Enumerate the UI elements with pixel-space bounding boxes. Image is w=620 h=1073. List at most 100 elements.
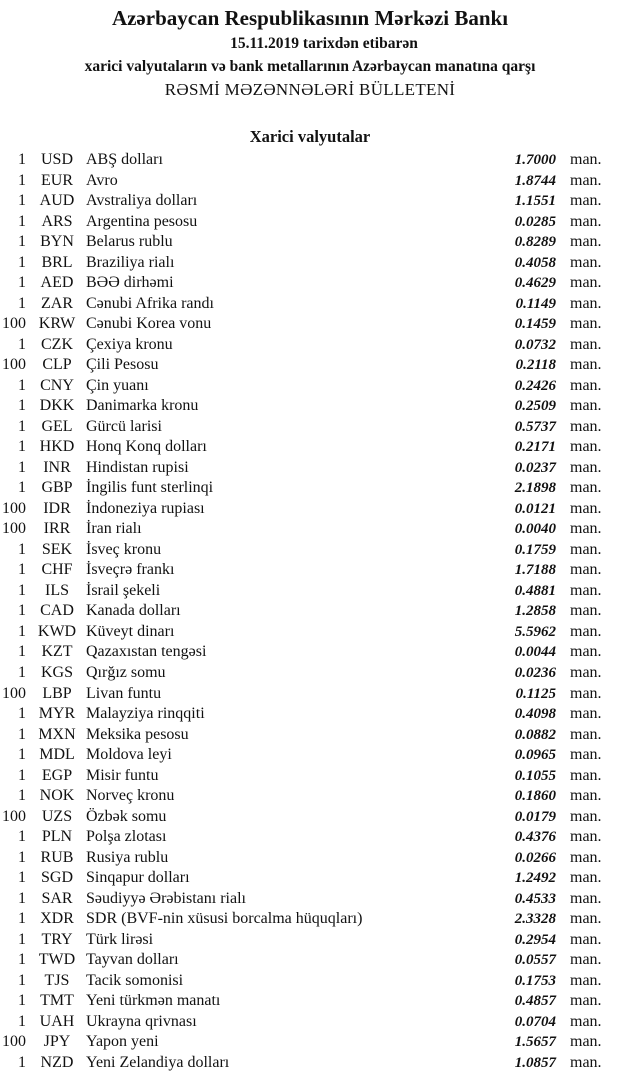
rate-row: 1 SAR Səudiyyə Ərəbistanı rialı 0.4533 man. xyxy=(0,889,620,909)
currency-name: Özbək somu xyxy=(86,807,167,825)
currency-amount: 1 xyxy=(18,602,26,620)
unit-label: man. xyxy=(570,869,602,887)
exchange-rate: 0.0965 xyxy=(514,747,556,764)
currency-name: Polşa zlotası xyxy=(86,828,167,846)
currency-code: NZD xyxy=(40,1053,74,1071)
currency-name: Səudiyyə Ərəbistanı rialı xyxy=(86,889,246,907)
currency-code: UAH xyxy=(39,1012,75,1030)
rate-row: 1 DKK Danimarka kronu 0.2509 man. xyxy=(0,396,620,416)
unit-label: man. xyxy=(570,930,602,948)
unit-label: man. xyxy=(570,828,602,846)
currency-amount: 1 xyxy=(18,664,26,681)
rate-row: 1 CAD Kanada dolları 1.2858 man. xyxy=(0,601,620,621)
currency-code: GEL xyxy=(41,417,73,435)
unit-label: man. xyxy=(570,622,602,640)
currency-code: IDR xyxy=(43,499,71,517)
unit-label: man. xyxy=(570,520,602,538)
section-title: Xarici valyutalar xyxy=(249,127,371,146)
currency-name: Türk lirəsi xyxy=(86,930,154,948)
rate-row: 1 MXN Meksika pesosu 0.0882 man. xyxy=(0,725,620,745)
currency-code: JPY xyxy=(43,1033,71,1051)
currency-amount: 1 xyxy=(18,171,26,189)
unit-label: man. xyxy=(570,274,602,292)
unit-label: man. xyxy=(570,294,602,312)
currency-name: Honq Konq dolları xyxy=(86,438,207,456)
currency-amount: 1 xyxy=(18,561,26,579)
unit-label: man. xyxy=(570,1033,602,1051)
unit-label: man. xyxy=(570,151,602,168)
currency-name: Malayziya rinqqiti xyxy=(86,705,205,723)
date-line: 15.11.2019 tarixdən etibarən xyxy=(230,35,418,52)
currency-code: NOK xyxy=(39,787,75,805)
exchange-rate: 0.1459 xyxy=(514,316,556,333)
rate-row: 100 JPY Yapon yeni 1.5657 man. xyxy=(0,1032,620,1052)
rate-row: 1 ZAR Cənubi Afrika randı 0.1149 man. xyxy=(0,294,620,314)
currency-name: ABŞ dolları xyxy=(86,151,163,168)
exchange-rate: 0.2509 xyxy=(514,398,556,415)
currency-code: XDR xyxy=(40,910,74,928)
currency-code: PLN xyxy=(41,828,73,846)
currency-amount: 1 xyxy=(18,787,26,805)
unit-label: man. xyxy=(570,212,602,230)
rate-row: 1 BYN Belarus rublu 0.8289 man. xyxy=(0,232,620,252)
rate-row: 1 KWD Küveyt dinarı 5.5962 man. xyxy=(0,622,620,642)
unit-label: man. xyxy=(570,540,602,558)
exchange-rate: 0.0704 xyxy=(514,1013,556,1030)
currency-code: EUR xyxy=(41,171,73,189)
currency-code: BYN xyxy=(40,233,74,251)
currency-code: BRL xyxy=(41,253,73,271)
currency-amount: 100 xyxy=(2,684,26,702)
currency-amount: 1 xyxy=(18,438,26,456)
currency-amount: 1 xyxy=(18,397,26,415)
currency-name: Danimarka kronu xyxy=(86,397,199,415)
rate-row: 1 MYR Malayziya rinqqiti 0.4098 man. xyxy=(0,704,620,724)
rate-row: 100 UZS Özbək somu 0.0179 man. xyxy=(0,807,620,827)
exchange-rate: 0.1125 xyxy=(515,685,556,702)
unit-label: man. xyxy=(570,951,602,969)
rate-row: 1 GBP İngilis funt sterlinqi 2.1898 man. xyxy=(0,478,620,498)
currency-code: CHF xyxy=(41,561,73,579)
currency-name: Moldova leyi xyxy=(86,746,172,764)
rate-row: 1 EUR Avro 1.8744 man. xyxy=(0,171,620,191)
currency-code: SAR xyxy=(41,889,73,907)
currency-amount: 1 xyxy=(18,889,26,907)
rate-row: 1 CHF İsveçrə frankı 1.7188 man. xyxy=(0,560,620,580)
currency-name: Çexiya kronu xyxy=(86,335,173,353)
exchange-rate: 0.4629 xyxy=(514,275,556,292)
currency-amount: 1 xyxy=(18,151,26,168)
rate-row: 1 NZD Yeni Zelandiya dolları 1.0857 man. xyxy=(0,1053,620,1073)
exchange-rate: 0.2426 xyxy=(514,377,556,394)
exchange-rate: 0.4533 xyxy=(514,890,556,907)
currency-amount: 1 xyxy=(18,992,26,1010)
rate-row: 1 XDR SDR (BVF-nin xüsusi borcalma hüquqla… xyxy=(0,909,620,929)
unit-label: man. xyxy=(570,581,602,599)
currency-amount: 1 xyxy=(18,622,26,640)
exchange-rate: 0.4098 xyxy=(514,706,556,723)
unit-label: man. xyxy=(570,664,602,681)
exchange-rate: 0.0237 xyxy=(514,459,556,476)
currency-amount: 100 xyxy=(2,356,26,374)
currency-name: Kanada dolları xyxy=(86,602,181,620)
currency-amount: 1 xyxy=(18,1053,26,1071)
currency-code: AED xyxy=(40,274,74,292)
exchange-rate: 0.0236 xyxy=(514,665,556,681)
unit-label: man. xyxy=(570,1053,602,1071)
currency-amount: 100 xyxy=(2,499,26,517)
currency-amount: 1 xyxy=(18,971,26,989)
currency-code: KWD xyxy=(37,622,77,640)
exchange-rate: 0.4376 xyxy=(514,829,556,846)
currency-amount: 1 xyxy=(18,746,26,764)
unit-label: man. xyxy=(570,848,602,866)
rate-row: 1 SGD Sinqapur dolları 1.2492 man. xyxy=(0,868,620,888)
unit-label: man. xyxy=(570,356,602,374)
currency-name: Ukrayna qrivnası xyxy=(86,1012,197,1030)
exchange-rate: 0.1055 xyxy=(514,767,556,784)
currency-code: LBP xyxy=(42,684,72,702)
rate-row: 1 INR Hindistan rupisi 0.0237 man. xyxy=(0,458,620,478)
unit-label: man. xyxy=(570,335,602,353)
exchange-rate: 2.1898 xyxy=(514,480,556,497)
rate-row: 1 GEL Gürcü larisi 0.5737 man. xyxy=(0,417,620,437)
exchange-rate: 1.8744 xyxy=(514,172,556,189)
subtitle: xarici valyutaların və bank metallarının… xyxy=(84,58,536,75)
currency-name: Çili Pesosu xyxy=(86,356,159,374)
